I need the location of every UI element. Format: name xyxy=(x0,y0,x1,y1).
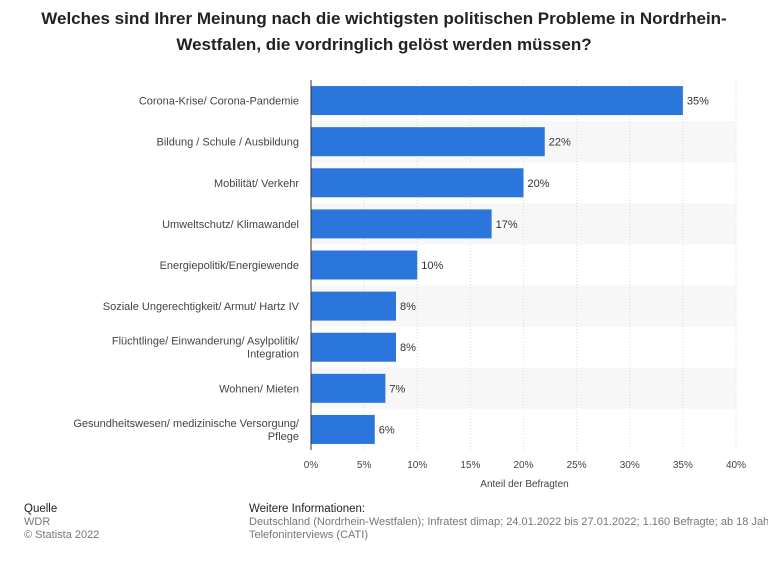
data-label: 17% xyxy=(496,219,518,231)
bar xyxy=(311,291,396,321)
copyright: © Statista 2022 xyxy=(24,529,100,541)
x-tick-label: 40% xyxy=(726,460,746,471)
bar xyxy=(311,332,396,362)
info-line-2: Telefoninterviews (CATI) xyxy=(249,529,368,541)
data-label: 35% xyxy=(687,96,709,108)
bar xyxy=(311,127,545,157)
x-tick-label: 20% xyxy=(513,460,533,471)
x-tick-label: 25% xyxy=(567,460,587,471)
category-label: Flüchtlinge/ Einwanderung/ Asylpolitik/I… xyxy=(112,336,300,361)
category-label: Energiepolitik/Energiewende xyxy=(160,260,299,272)
chart-title: Welches sind Ihrer Meinung nach die wich… xyxy=(41,9,727,54)
bar xyxy=(311,373,386,403)
data-label: 20% xyxy=(528,178,550,190)
bar xyxy=(311,414,375,444)
bar xyxy=(311,168,524,198)
source-block: Quelle WDR © Statista 2022 xyxy=(24,503,99,542)
category-label: Umweltschutz/ Klimawandel xyxy=(162,219,299,231)
data-label: 10% xyxy=(421,260,443,272)
info-line-1: Deutschland (Nordrhein-Westfalen); Infra… xyxy=(249,516,768,528)
category-label: Mobilität/ Verkehr xyxy=(214,178,299,190)
x-tick-label: 0% xyxy=(304,460,319,471)
x-tick-label: 10% xyxy=(407,460,427,471)
x-tick-label: 15% xyxy=(460,460,480,471)
info-block: Weitere Informationen: Deutschland (Nord… xyxy=(249,503,768,542)
data-label: 8% xyxy=(400,301,416,313)
info-heading: Weitere Informationen: xyxy=(249,503,366,515)
data-label: 6% xyxy=(379,424,395,436)
x-axis-title: Anteil der Befragten xyxy=(480,479,568,490)
category-label: Corona-Krise/ Corona-Pandemie xyxy=(139,96,299,108)
x-tick-label: 35% xyxy=(673,460,693,471)
data-label: 7% xyxy=(389,383,405,395)
category-label: Bildung / Schule / Ausbildung xyxy=(157,137,300,149)
bar xyxy=(311,250,418,280)
bar xyxy=(311,209,492,239)
category-label: Gesundheitswesen/ medizinische Versorgun… xyxy=(73,418,300,443)
source-heading: Quelle xyxy=(24,503,58,515)
category-label: Soziale Ungerechtigkeit/ Armut/ Hartz IV xyxy=(103,301,300,313)
category-label: Wohnen/ Mieten xyxy=(219,383,299,395)
data-label: 22% xyxy=(549,137,571,149)
bar xyxy=(311,86,683,116)
source-name: WDR xyxy=(24,516,51,528)
x-tick-label: 5% xyxy=(357,460,372,471)
x-tick-label: 30% xyxy=(620,460,640,471)
data-label: 8% xyxy=(400,342,416,354)
bar-chart: 35% Corona-Krise/ Corona-Pandemie 22% Bildu… xyxy=(73,80,746,490)
